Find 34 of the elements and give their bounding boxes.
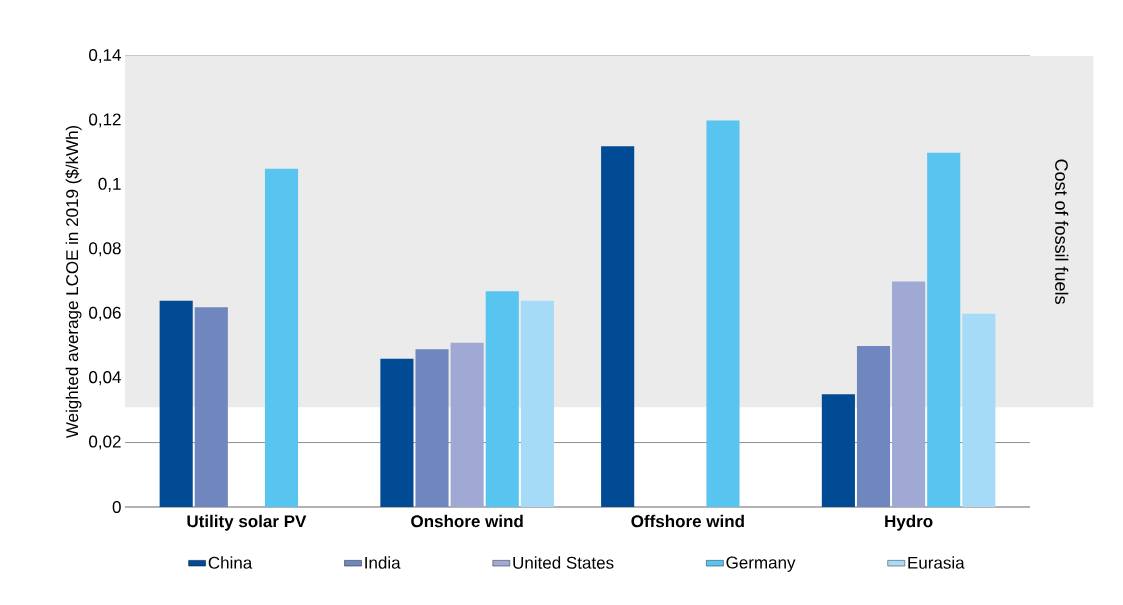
legend-label: India [365, 556, 401, 569]
bar [821, 394, 855, 507]
bar [706, 120, 740, 507]
bar [264, 168, 299, 507]
bar [159, 300, 193, 507]
bar [520, 300, 554, 507]
bar [856, 345, 891, 507]
bar [194, 307, 228, 507]
bar [927, 152, 961, 507]
bar [415, 349, 449, 507]
bar [450, 342, 484, 507]
bar [380, 358, 414, 507]
x-tick-label: Hydro [885, 514, 933, 531]
x-tick-label: Onshore wind [411, 514, 523, 528]
y-tick-label: 0,06 [89, 306, 121, 321]
y-tick-label: 0 [112, 500, 121, 514]
legend-label: Eurasia [908, 556, 965, 569]
y-axis-title: Weighted average LCOE in 2019 ($/kWh) [65, 125, 82, 439]
x-tick-label: Utility solar PV [187, 514, 307, 531]
y-tick-label: 0,04 [89, 371, 121, 386]
band-label: Cost of fossil fuels [1055, 159, 1069, 304]
legend-label: Germany [726, 556, 796, 572]
legend-label: United States [513, 556, 614, 569]
y-tick-label: 0,14 [89, 48, 121, 64]
bar [892, 281, 926, 507]
legend-label: China [208, 556, 253, 569]
x-tick-label: Offshore wind [631, 514, 744, 528]
y-tick-label: 0,08 [89, 242, 121, 257]
bar [962, 313, 996, 507]
bar [601, 146, 635, 507]
bar [485, 291, 519, 507]
y-tick-label: 0,02 [89, 435, 121, 450]
y-tick-label: 0,12 [89, 113, 121, 128]
y-tick-label: 0,1 [98, 177, 121, 192]
